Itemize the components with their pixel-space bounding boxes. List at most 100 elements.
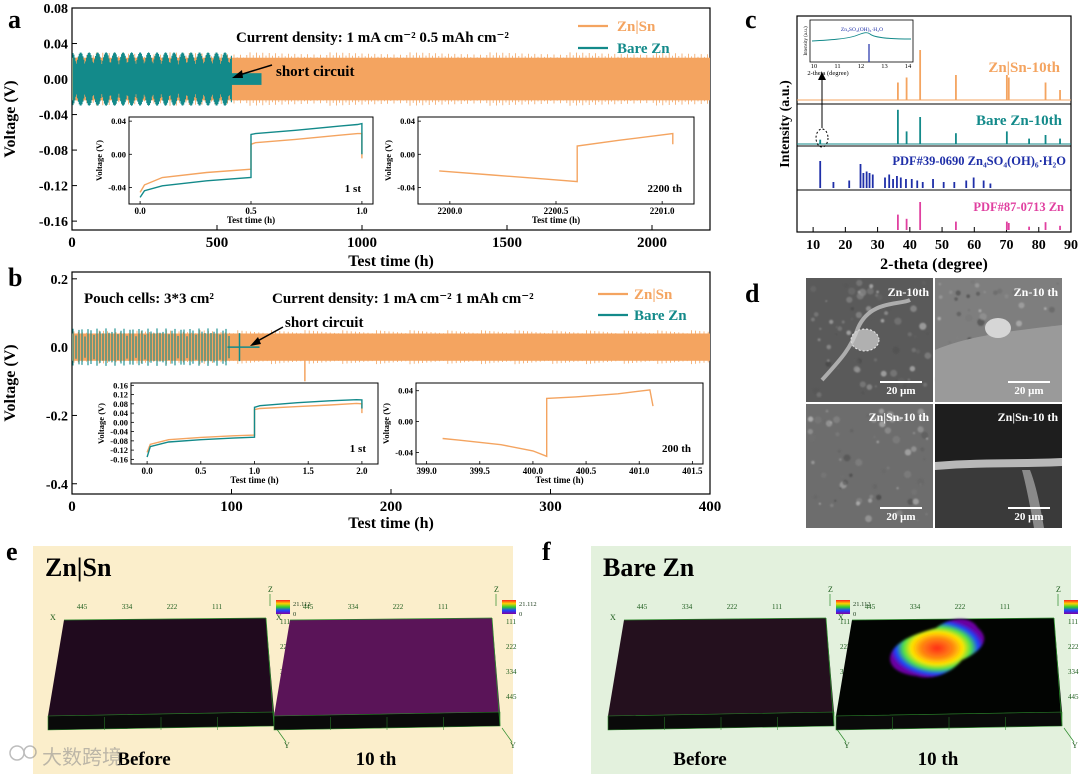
sem-grain	[924, 352, 932, 360]
panel-a-x-ticks: 0 500 1000 1500 2000	[68, 225, 667, 251]
colour-scale-min: 0	[293, 611, 296, 618]
scale-bar-label: 20 μm	[886, 511, 915, 523]
sem-grain	[881, 468, 886, 474]
sem-grain	[808, 434, 816, 442]
x-tick-label: 1000	[347, 235, 377, 251]
surface-plane	[48, 618, 274, 716]
sem-grain	[1001, 280, 1008, 288]
sem-grain	[869, 521, 872, 524]
axis-line	[851, 617, 1055, 621]
panel-c-callout	[815, 72, 829, 148]
x-tick-label: 100	[220, 499, 243, 515]
surface-plane	[608, 618, 834, 716]
sem-grain	[816, 392, 822, 398]
colour-scale-max: 21.112	[519, 601, 537, 608]
panel-a-legend: Zn|Sn Bare Zn	[578, 19, 670, 57]
sem-grain	[916, 519, 919, 521]
sem-grain	[876, 494, 882, 500]
inset-y-tick-label: 0.00	[111, 149, 126, 159]
axis-tick-label: 334	[682, 603, 693, 611]
sem-grain	[886, 411, 894, 419]
sem-grain	[892, 346, 900, 354]
x-tick-label: 90	[1064, 238, 1078, 253]
annotation-arrowhead	[250, 337, 261, 346]
sem-grain	[917, 426, 924, 433]
sem-grain	[855, 501, 861, 506]
sem-znsn-layer	[935, 458, 1062, 470]
inset-x-tick-label: 12	[858, 63, 865, 70]
inset-series-line	[139, 122, 363, 198]
inset-x-tick-label: 2201.0	[650, 206, 675, 216]
y-tick-label: 0.08	[44, 2, 69, 17]
sem-grain	[1016, 320, 1022, 327]
panel-c-frame	[796, 15, 1072, 233]
sem-grain	[827, 359, 830, 362]
sem-grain	[977, 318, 985, 326]
sem-grain	[810, 286, 817, 292]
series-short-circuit-bare-zn	[231, 73, 262, 85]
sem-grain	[919, 322, 927, 330]
sem-grain	[954, 297, 958, 301]
sem-grain	[949, 290, 953, 294]
axis-tick-label: 334	[1068, 668, 1079, 676]
sem-grain	[937, 316, 941, 321]
inset-x-tick-label: 0.0	[141, 466, 153, 476]
axis-line	[501, 727, 513, 743]
surface-plane	[274, 618, 500, 716]
panel-b-inset-1st: 0.160.120.080.040.00-0.04-0.08-0.12-0.16…	[96, 380, 379, 485]
panel-b-inset-200th: 0.04 0.00 -0.04 399.0 399.5 400.0 400.5 401.0 40…	[381, 382, 704, 485]
panel-a-inset-2200th: 0.04 0.00 -0.04 2200.0 2200.5 2201.0 2200 th Te…	[383, 116, 695, 225]
stack-label-znsn: Zn|Sn-10th	[988, 60, 1060, 76]
sem-grain	[1049, 290, 1054, 295]
axis-line	[623, 617, 827, 621]
legend-label-znsn: Zn|Sn	[617, 19, 656, 35]
sem-grain	[855, 311, 863, 319]
sem-grain	[837, 449, 841, 453]
inset-y-tick-label: 0.04	[398, 386, 414, 396]
sem-grain	[916, 349, 920, 354]
sem-grain	[825, 361, 832, 367]
inset-peak-label: Zn₄SO₄(OH)₆·H₂O	[841, 26, 883, 33]
annotation-label: short circuit	[285, 315, 363, 331]
panel-a-chart: 0.08 0.04 0.00 -0.04 -0.08 -0.12 -0.16 0 500 100…	[2, 2, 711, 270]
inset-x-tick-label: 2200.0	[437, 206, 462, 216]
sem-grain	[869, 494, 874, 499]
axis-line	[265, 617, 275, 727]
axis-line	[1063, 727, 1075, 743]
inset-x-tick-label: 14	[905, 63, 912, 70]
x-tick-label: 500	[206, 235, 229, 251]
inset-x-tick-label: 2.0	[356, 466, 368, 476]
inset-x-tick-label: 1.0	[249, 466, 261, 476]
inset-y-tick-label: -0.12	[110, 445, 128, 455]
panel-a-y-ticks: 0.08 0.04 0.00 -0.04 -0.08 -0.12 -0.16	[39, 2, 77, 230]
scale-bar-label: 20 μm	[886, 385, 915, 397]
sem-grain	[896, 487, 899, 490]
inset-y-tick-label: 0.00	[400, 149, 415, 159]
sem-grain	[909, 366, 916, 372]
sem-grain	[825, 300, 828, 302]
axis-line	[1053, 617, 1063, 727]
inset-y-tick-label: 0.00	[398, 417, 413, 427]
inset-series-line	[146, 398, 363, 458]
axis-tick-label: 445	[865, 603, 876, 611]
y-tick-label: -0.16	[39, 215, 68, 230]
sem-grain	[826, 344, 832, 350]
axis-line	[491, 617, 501, 727]
sem-grain	[884, 427, 892, 434]
inset-x-ticks: 10 11 12 13 14	[811, 63, 912, 70]
panel-b-title: Current density: 1 mA cm⁻² 1 mAh cm⁻²	[272, 291, 534, 307]
panel-c-ylabel: Intensity (a.u.)	[778, 80, 793, 168]
sem-grain	[884, 311, 888, 315]
axis-tick-label: 334	[506, 668, 517, 676]
sem-grain	[830, 421, 832, 424]
x-tick-label: 60	[967, 238, 981, 253]
panel-e-before-label: Before	[117, 749, 170, 770]
sem-grain	[837, 367, 840, 370]
sem-dendrite-cross	[985, 318, 1011, 338]
axis-tick-label: 334	[122, 603, 133, 611]
stack-label-pdf-39-0690: PDF#39-0690 Zn₄SO₄(OH)₆·H₂O	[892, 154, 1066, 168]
sem-grain	[970, 279, 975, 285]
colour-scale	[276, 600, 290, 614]
panel-e-after-label: 10 th	[356, 749, 397, 770]
inset-frame	[809, 19, 914, 63]
